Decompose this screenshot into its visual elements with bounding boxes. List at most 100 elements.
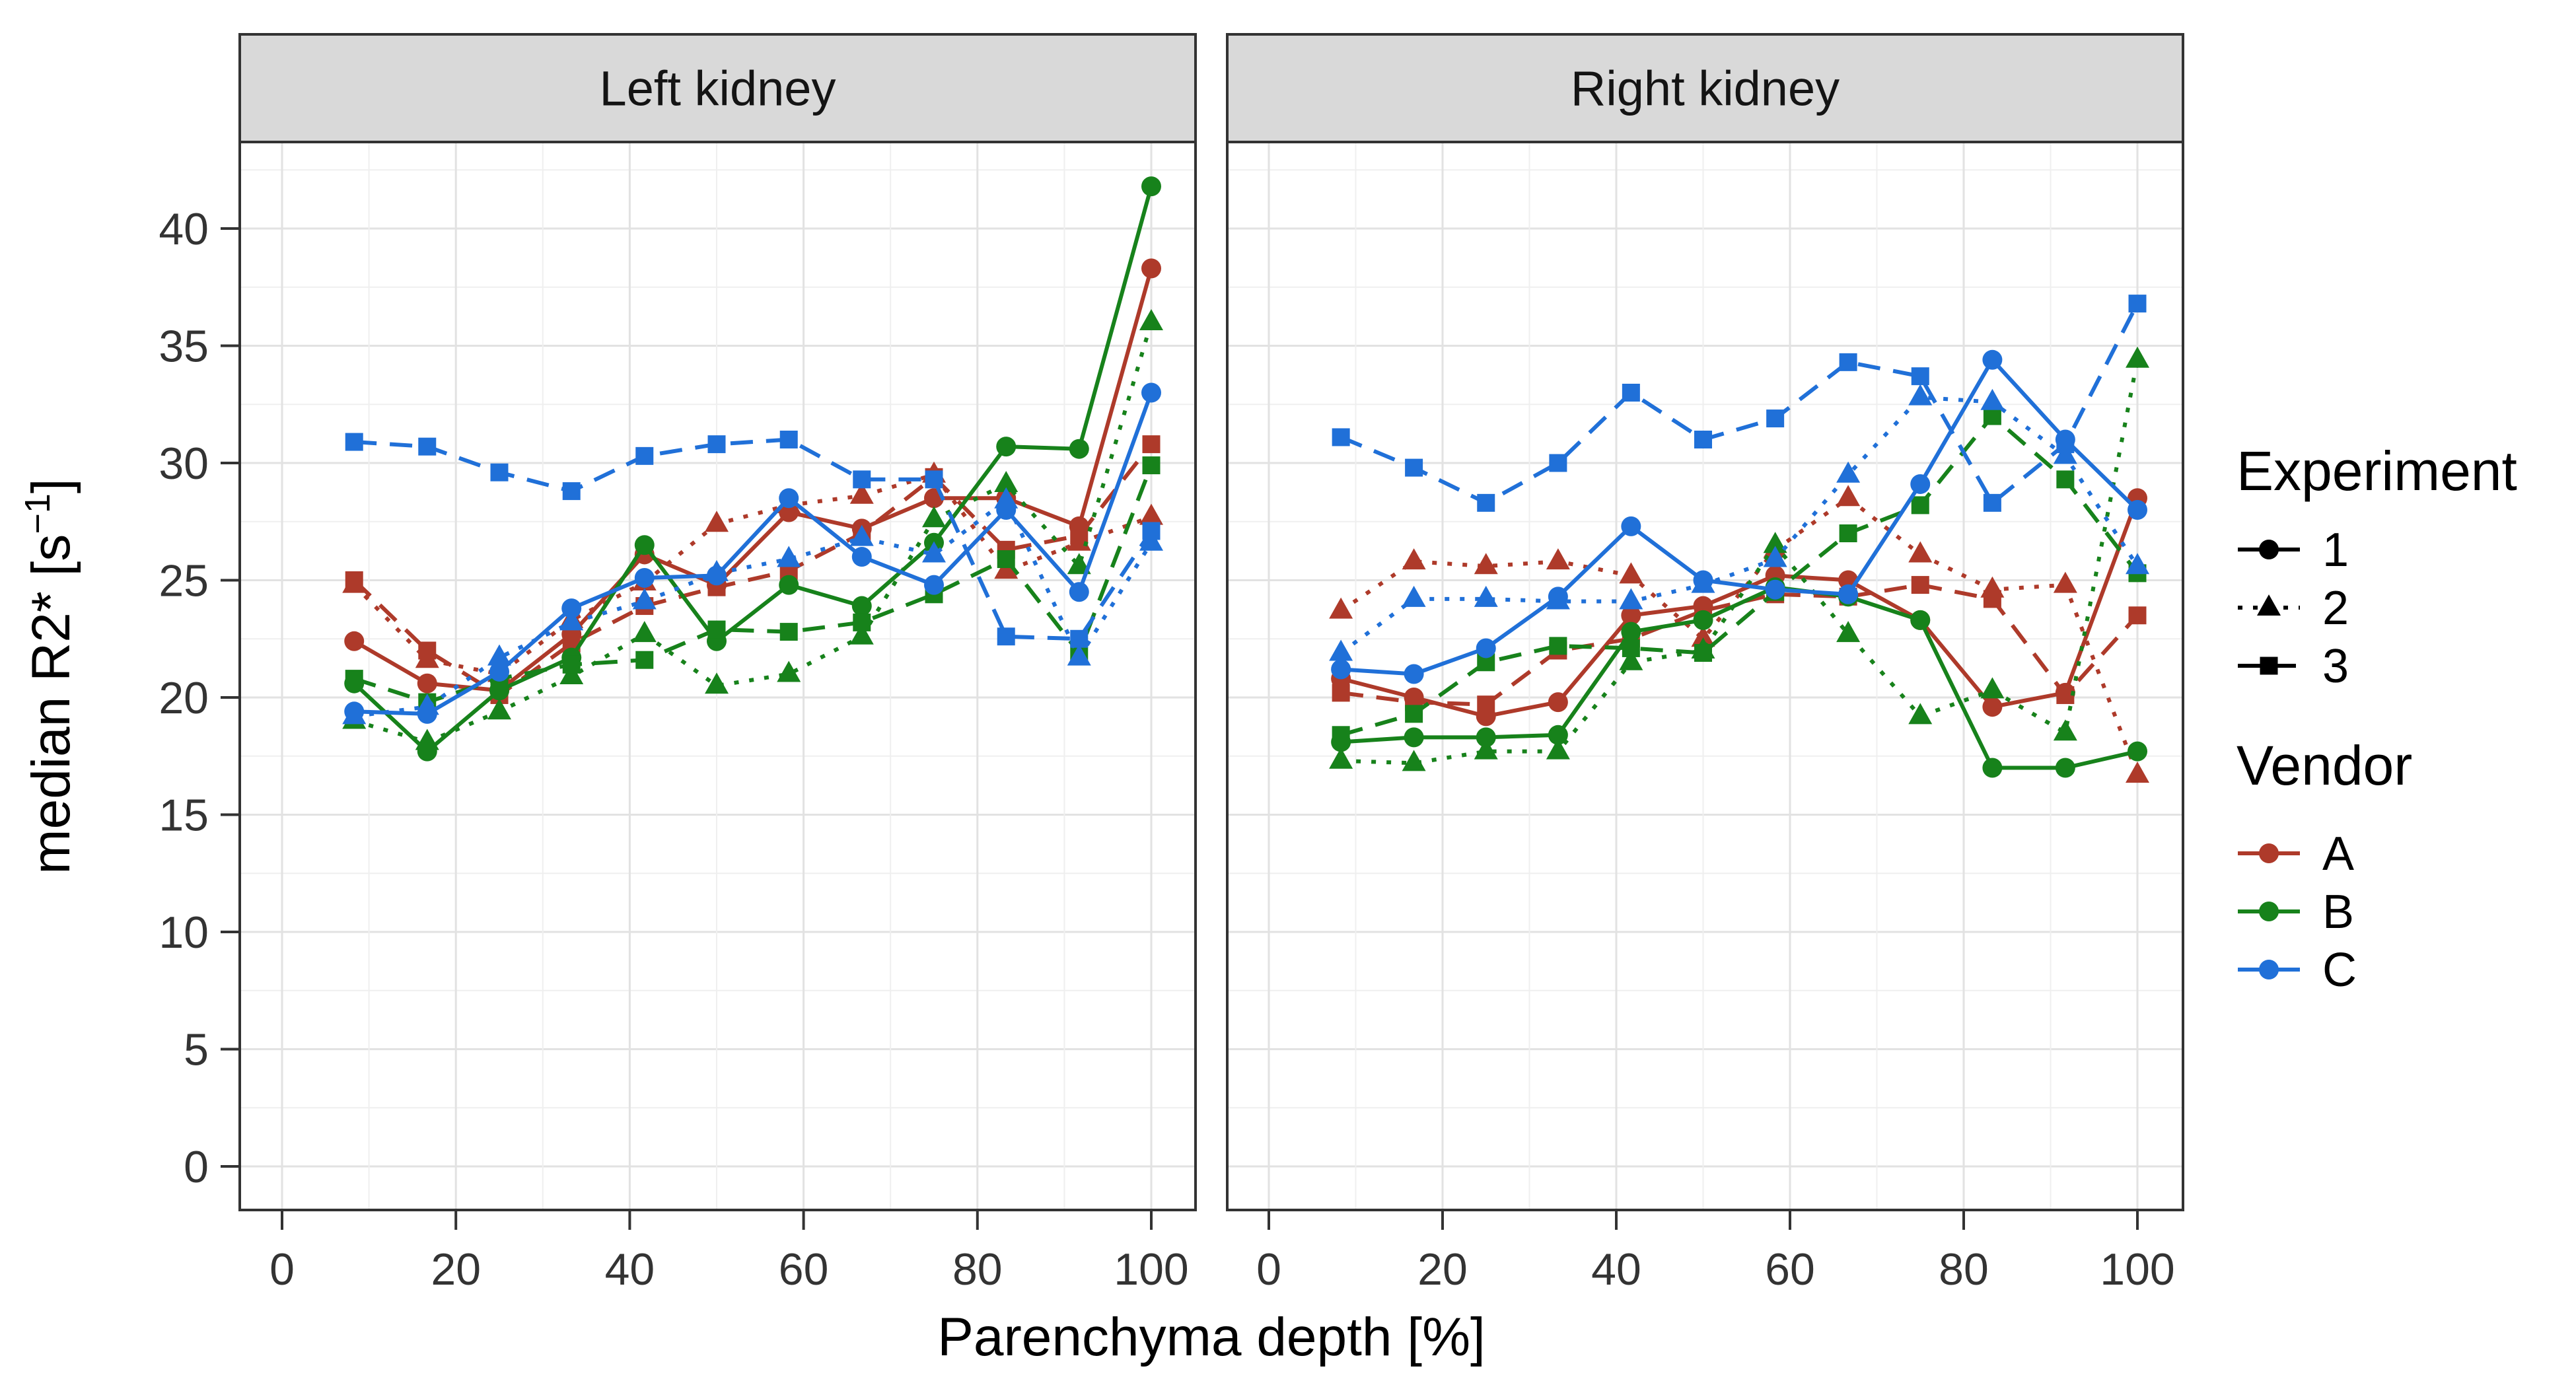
data-point-marker — [559, 609, 584, 631]
data-point-marker — [1549, 637, 1567, 655]
x-tick-label: 80 — [1939, 1244, 1989, 1295]
data-point-marker — [779, 575, 799, 595]
legend-key-circle-icon — [2259, 843, 2279, 863]
data-point-marker — [634, 567, 655, 588]
data-point-marker — [1548, 692, 1568, 713]
x-axis-title: Parenchyma depth [%] — [937, 1307, 1485, 1367]
data-point-marker — [415, 694, 439, 715]
series-line — [1340, 585, 2138, 770]
data-point-marker — [342, 703, 367, 725]
data-point-marker — [1139, 503, 1163, 525]
data-point-marker — [1546, 548, 1570, 570]
data-point-marker — [777, 660, 801, 682]
data-point-marker — [851, 596, 872, 616]
data-point-marker — [1763, 532, 1787, 553]
data-point-marker — [1621, 605, 1641, 625]
legend-item-label: B — [2322, 886, 2354, 939]
data-point-marker — [1549, 454, 1567, 472]
facet-panel-left: Left kidney 0 20 40 60 80 100 — [238, 33, 1197, 1295]
data-point-marker — [853, 613, 871, 631]
data-point-marker — [1694, 644, 1712, 662]
legend-item-vendor-C: C — [2238, 944, 2357, 997]
data-point-marker — [634, 535, 655, 555]
legend-item-label: C — [2322, 944, 2357, 997]
legend-item-label: 2 — [2322, 582, 2349, 635]
y-axis-title: median R2* [s−1] — [18, 478, 81, 874]
legend-item-vendor-A: A — [2238, 828, 2354, 880]
data-point-marker — [1910, 474, 1931, 494]
series-line — [1340, 395, 2139, 655]
data-point-marker — [2056, 435, 2075, 454]
data-point-marker — [1982, 349, 2003, 370]
series-C2-left — [342, 487, 1163, 725]
series-line — [353, 322, 1153, 744]
data-point-marker — [1142, 435, 1161, 454]
data-point-marker — [1067, 644, 1091, 666]
data-point-marker — [1069, 439, 1089, 459]
data-point-marker — [1839, 524, 1857, 542]
data-point-marker — [2053, 443, 2077, 464]
x-tick-label: 40 — [605, 1244, 655, 1295]
data-point-marker — [2055, 758, 2075, 778]
data-point-marker — [707, 435, 726, 454]
data-point-marker — [417, 673, 437, 694]
data-point-marker — [997, 550, 1015, 569]
data-point-marker — [1911, 576, 1929, 594]
series-line — [353, 443, 1153, 698]
series-C2-right — [1329, 384, 2149, 661]
y-tick-label: 40 — [159, 204, 209, 254]
data-point-marker — [1983, 493, 2001, 512]
data-point-marker — [1404, 727, 1424, 748]
data-point-marker — [1476, 638, 1496, 658]
x-tick-label: 0 — [269, 1244, 295, 1295]
data-point-marker — [1402, 750, 1426, 771]
data-point-marker — [1141, 176, 1161, 197]
data-point-marker — [635, 446, 654, 465]
data-point-marker — [1329, 639, 1353, 661]
data-point-marker — [924, 575, 944, 595]
legend-item-label: A — [2322, 828, 2354, 880]
data-point-marker — [1548, 725, 1568, 745]
data-point-marker — [1908, 541, 1933, 563]
panel-background — [1227, 142, 2183, 1210]
facet-strip — [1226, 33, 2184, 143]
y-tick-label: 0 — [184, 1142, 209, 1192]
legend-item-experiment-2: 2 — [2238, 582, 2349, 635]
data-point-marker — [849, 482, 874, 504]
data-point-marker — [1069, 582, 1089, 602]
data-point-marker — [1546, 588, 1570, 610]
data-point-marker — [1908, 384, 1933, 406]
data-point-marker — [922, 506, 946, 528]
data-point-marker — [2128, 741, 2147, 762]
data-point-marker — [2128, 606, 2147, 625]
data-point-marker — [1836, 621, 1861, 643]
data-point-marker — [415, 729, 439, 750]
data-point-marker — [705, 559, 729, 581]
data-point-marker — [2126, 346, 2149, 368]
x-tick-label: 0 — [1256, 1244, 1281, 1295]
data-point-marker — [994, 487, 1019, 509]
legend-item-vendor-B: B — [2238, 886, 2354, 939]
data-point-marker — [849, 524, 874, 546]
data-point-marker — [559, 663, 584, 685]
data-point-marker — [1691, 625, 1715, 647]
data-point-marker — [925, 470, 943, 489]
series-line — [1340, 495, 2139, 776]
data-point-marker — [1139, 529, 1163, 551]
data-point-marker — [994, 470, 1019, 492]
data-point-marker — [1983, 590, 2001, 608]
facet-strip — [238, 33, 1197, 143]
data-point-marker — [1911, 367, 1929, 386]
data-point-marker — [2128, 500, 2147, 520]
data-point-marker — [1474, 585, 1498, 607]
data-point-marker — [635, 651, 654, 669]
legend-vendor-title: Vendor — [2236, 734, 2412, 797]
data-point-marker — [779, 623, 798, 641]
data-point-marker — [1142, 456, 1161, 475]
series-line — [1340, 497, 2139, 719]
data-point-marker — [1477, 695, 1495, 714]
data-point-marker — [851, 547, 872, 567]
data-point-marker — [1839, 353, 1857, 371]
